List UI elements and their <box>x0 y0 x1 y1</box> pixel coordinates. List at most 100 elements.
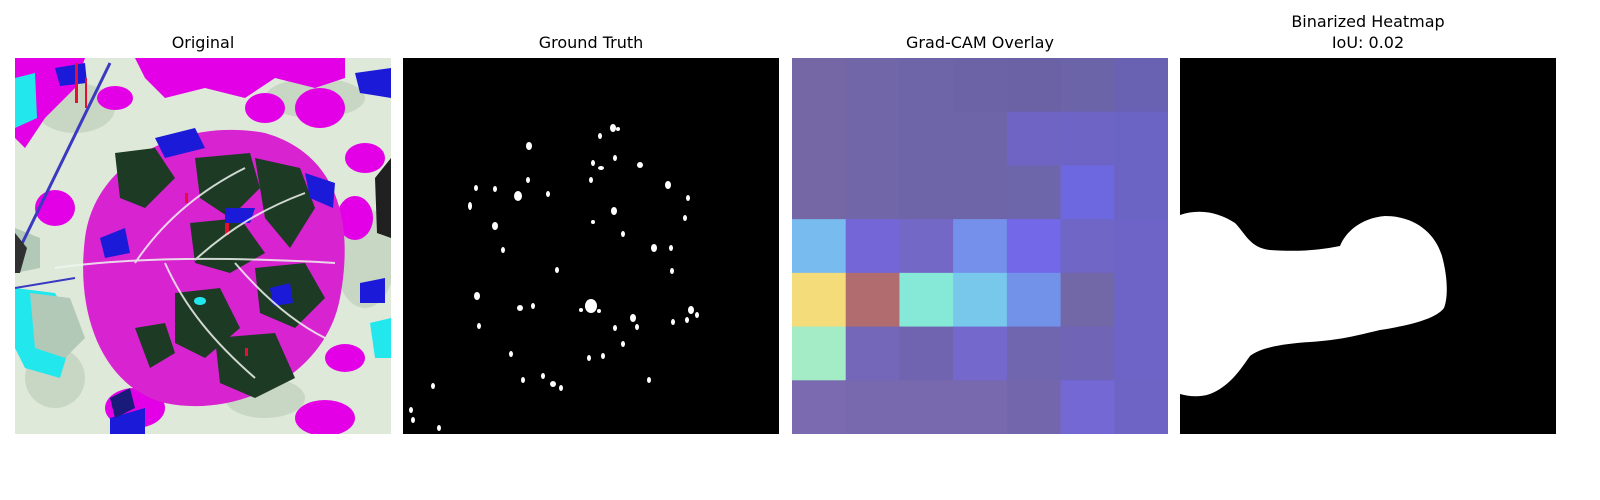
ground-truth-spot <box>616 127 620 131</box>
gradcam-cell <box>845 380 900 434</box>
gradcam-cell <box>899 58 954 113</box>
ground-truth-spot <box>598 166 604 170</box>
panel-title-gradcam-overlay: Grad-CAM Overlay <box>906 33 1054 52</box>
panel-binarized-heatmap: Binarized Heatmap IoU: 0.02 <box>1180 0 1556 440</box>
ground-truth-spot <box>589 177 593 183</box>
ground-truth-spot <box>669 245 673 251</box>
ground-truth-mask <box>403 58 779 434</box>
gradcam-cell <box>792 272 847 328</box>
gradcam-cell <box>1114 165 1168 220</box>
ground-truth-spot <box>683 215 687 221</box>
gradcam-cell <box>1006 326 1062 381</box>
gradcam-cell <box>1060 58 1115 113</box>
ground-truth-spot <box>477 323 481 329</box>
ground-truth-spot <box>531 303 535 309</box>
gradcam-cell <box>845 165 900 220</box>
gradcam-cell <box>953 326 1008 381</box>
gradcam-heatmap-overlay <box>792 58 1168 434</box>
panel-gradcam-overlay: Grad-CAM Overlay <box>792 0 1168 440</box>
ground-truth-spot <box>598 133 602 139</box>
ground-truth-spot <box>647 377 651 383</box>
gradcam-cell <box>899 380 954 434</box>
panel-title-original: Original <box>171 33 235 52</box>
gradcam-cell <box>845 58 900 113</box>
ground-truth-spot <box>635 324 639 330</box>
ground-truth-spot <box>665 181 671 189</box>
gradcam-cell <box>899 111 954 166</box>
ground-truth-spot <box>579 308 583 312</box>
ground-truth-spot <box>411 417 415 423</box>
gradcam-cell <box>1006 272 1062 328</box>
gradcam-cell <box>1114 272 1168 328</box>
gradcam-cell <box>953 111 1008 166</box>
gradcam-cell <box>792 111 847 166</box>
ground-truth-spot <box>474 185 478 191</box>
gradcam-cell <box>1060 326 1115 381</box>
gradcam-cell <box>1006 165 1062 220</box>
ground-truth-spot <box>409 407 413 413</box>
gradcam-cell <box>953 165 1008 220</box>
gradcam-cell <box>845 272 900 328</box>
ground-truth-spot <box>585 299 597 313</box>
ground-truth-spot <box>601 353 605 359</box>
ground-truth-spot <box>695 312 699 318</box>
gradcam-cell <box>899 272 954 328</box>
gradcam-cell <box>1114 380 1168 434</box>
gradcam-cell <box>1060 219 1115 274</box>
gradcam-cell <box>953 58 1008 113</box>
gradcam-cell <box>1006 380 1062 434</box>
ground-truth-spot <box>550 381 556 387</box>
gradcam-cell <box>1114 326 1168 381</box>
ground-truth-spot <box>468 202 472 210</box>
gradcam-cell <box>845 111 900 166</box>
gradcam-cell <box>1114 58 1168 113</box>
gradcam-cell <box>1006 219 1062 274</box>
gradcam-cell <box>899 165 954 220</box>
binarized-region <box>1180 211 1447 397</box>
gradcam-cell <box>792 326 847 381</box>
gradcam-cell <box>1060 165 1115 220</box>
gradcam-cell <box>1060 272 1115 328</box>
ground-truth-spot <box>630 314 636 322</box>
gradcam-cell <box>899 219 954 274</box>
ground-truth-spot <box>517 305 523 311</box>
ground-truth-spot <box>670 268 674 274</box>
ground-truth-spot <box>611 207 617 215</box>
ground-truth-spot <box>431 383 435 389</box>
ground-truth-spot <box>521 377 525 383</box>
ground-truth-spot <box>546 191 550 197</box>
gradcam-cell <box>899 326 954 381</box>
panel-ground-truth: Ground Truth <box>403 0 779 440</box>
binarized-heatmap-mask <box>1180 58 1556 434</box>
ground-truth-spot <box>474 292 480 300</box>
ground-truth-spot <box>437 425 441 431</box>
ground-truth-spot <box>514 191 522 201</box>
ground-truth-spot <box>509 351 513 357</box>
ground-truth-spot <box>651 244 657 252</box>
ground-truth-spot <box>613 325 617 331</box>
panel-title-binarized-heatmap: Binarized Heatmap <box>1291 12 1445 31</box>
ground-truth-spot <box>555 267 559 273</box>
ground-truth-spot <box>613 155 617 161</box>
panel-original: Original <box>15 0 391 440</box>
ground-truth-spot <box>493 186 497 192</box>
ground-truth-spot <box>688 306 694 314</box>
gradcam-cell <box>1006 58 1062 113</box>
gradcam-cell <box>953 380 1008 434</box>
ground-truth-spot <box>587 355 591 361</box>
ground-truth-spot <box>671 319 675 325</box>
ground-truth-spot <box>610 124 616 132</box>
ground-truth-spot <box>686 195 690 201</box>
gradcam-cell <box>792 165 847 220</box>
ground-truth-spot <box>541 373 545 379</box>
gradcam-cell <box>845 326 900 381</box>
gradcam-cell <box>792 380 847 434</box>
original-leaf-image <box>15 58 391 434</box>
ground-truth-spot <box>559 385 563 391</box>
gradcam-cell <box>1006 111 1062 166</box>
ground-truth-spot <box>685 317 689 323</box>
gradcam-cell <box>1114 111 1168 166</box>
ground-truth-spot <box>621 231 625 237</box>
ground-truth-spot <box>526 142 532 150</box>
ground-truth-spot <box>492 222 498 230</box>
